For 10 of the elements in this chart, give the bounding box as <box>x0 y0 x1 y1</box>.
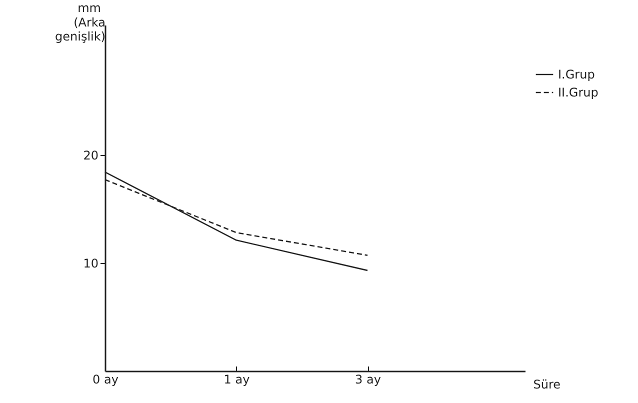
x-tick-label: 0 ay <box>92 372 118 386</box>
text: mm <box>78 1 101 15</box>
y-tick-label: 20 <box>83 148 98 162</box>
x-tick-label: 3 ay <box>355 372 381 386</box>
legend-label: I.Grup <box>558 68 595 82</box>
y-tick-label: 10 <box>83 256 98 270</box>
legend-label: II.Grup <box>558 86 598 100</box>
x-tick-label: 1 ay <box>224 372 250 386</box>
x-axis-title: Süre <box>533 378 560 392</box>
y-axis-title: (Arka genişlik) <box>55 16 106 44</box>
